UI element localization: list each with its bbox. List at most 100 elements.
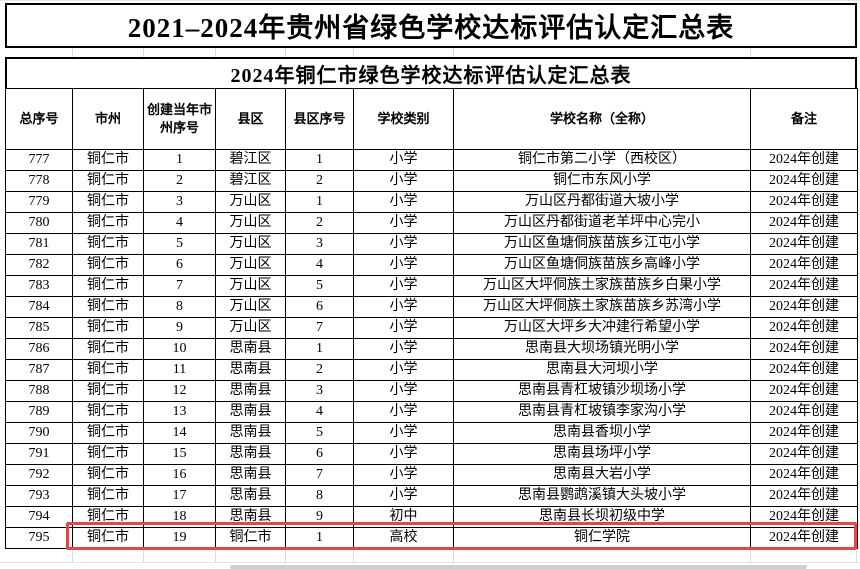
cell-city: 铜仁市 — [72, 233, 144, 255]
cell-county: 碧江区 — [215, 170, 286, 192]
table-row: 784 铜仁市 8 万山区 6 小学 万山区大坪侗族土家族苗族乡苏湾小学 202… — [5, 296, 858, 318]
summary-sheet: 2021–2024年贵州省绿色学校达标评估认定汇总表 2024年铜仁市绿色学校达… — [5, 3, 858, 549]
cell-city: 铜仁市 — [72, 191, 144, 213]
cell-school-name: 万山区大坪侗族土家族苗族乡白果小学 — [453, 275, 751, 297]
col-header-city-seq: 创建当年市州序号 — [143, 88, 216, 150]
cell-serial: 785 — [5, 317, 73, 339]
cell-county-seq: 2 — [285, 212, 354, 234]
cell-serial: 790 — [5, 422, 73, 444]
cell-city-seq: 10 — [143, 338, 216, 360]
cell-city: 铜仁市 — [72, 464, 144, 486]
cell-school-name: 万山区鱼塘侗族苗族乡江屯小学 — [453, 233, 751, 255]
cell-city: 铜仁市 — [72, 275, 144, 297]
cell-city: 铜仁市 — [72, 296, 144, 318]
cell-school-type: 小学 — [353, 359, 454, 381]
cell-school-type: 小学 — [353, 464, 454, 486]
cell-serial: 782 — [5, 254, 73, 276]
page-title: 2021–2024年贵州省绿色学校达标评估认定汇总表 — [5, 3, 857, 48]
cell-city-seq: 12 — [143, 380, 216, 402]
cell-serial: 786 — [5, 338, 73, 360]
cell-city-seq: 11 — [143, 359, 216, 381]
cell-school-name: 万山区大坪乡大冲建行希望小学 — [453, 317, 751, 339]
cell-serial: 781 — [5, 233, 73, 255]
cell-remark: 2024年创建 — [750, 170, 858, 192]
cell-city-seq: 8 — [143, 296, 216, 318]
cell-remark: 2024年创建 — [750, 464, 858, 486]
schools-table: 总序号 市州 创建当年市州序号 县区 县区序号 学校类别 学校名称（全称） 备注… — [5, 88, 858, 549]
cell-school-type: 小学 — [353, 296, 454, 318]
cell-city-seq: 5 — [143, 233, 216, 255]
cell-school-name: 思南县大坝场镇光明小学 — [453, 338, 751, 360]
cell-city-seq: 14 — [143, 422, 216, 444]
cell-school-type: 小学 — [353, 485, 454, 507]
cell-city: 铜仁市 — [72, 380, 144, 402]
cell-city: 铜仁市 — [72, 422, 144, 444]
col-header-county-seq: 县区序号 — [285, 88, 354, 150]
cell-county-seq: 1 — [285, 149, 354, 171]
table-row: 778 铜仁市 2 碧江区 2 小学 铜仁市东风小学 2024年创建 — [5, 170, 858, 192]
cell-remark: 2024年创建 — [750, 485, 858, 507]
cell-serial: 783 — [5, 275, 73, 297]
cell-city: 铜仁市 — [72, 485, 144, 507]
cell-school-name: 铜仁学院 — [453, 527, 751, 549]
cell-county-seq: 3 — [285, 233, 354, 255]
cell-county: 万山区 — [215, 275, 286, 297]
cell-school-name: 万山区大坪侗族土家族苗族乡苏湾小学 — [453, 296, 751, 318]
cell-remark: 2024年创建 — [750, 275, 858, 297]
cell-county-seq: 5 — [285, 422, 354, 444]
cell-school-name: 思南县青杠坡镇沙坝场小学 — [453, 380, 751, 402]
cell-school-type: 小学 — [353, 338, 454, 360]
cell-school-name: 思南县鹦鹉溪镇大头坡小学 — [453, 485, 751, 507]
cell-school-name: 思南县青杠坡镇李家沟小学 — [453, 401, 751, 423]
cell-county: 铜仁市 — [215, 527, 286, 549]
cell-county-seq: 7 — [285, 317, 354, 339]
table-row: 783 铜仁市 7 万山区 5 小学 万山区大坪侗族土家族苗族乡白果小学 202… — [5, 275, 858, 297]
cell-school-type: 小学 — [353, 212, 454, 234]
table-row: 781 铜仁市 5 万山区 3 小学 万山区鱼塘侗族苗族乡江屯小学 2024年创… — [5, 233, 858, 255]
cell-city: 铜仁市 — [72, 443, 144, 465]
cell-county: 思南县 — [215, 422, 286, 444]
cell-county: 思南县 — [215, 464, 286, 486]
cell-school-type: 小学 — [353, 443, 454, 465]
cell-county-seq: 1 — [285, 191, 354, 213]
table-row: 790 铜仁市 14 思南县 5 小学 思南县香坝小学 2024年创建 — [5, 422, 858, 444]
cell-school-type: 小学 — [353, 170, 454, 192]
cell-serial: 780 — [5, 212, 73, 234]
col-header-school-type: 学校类别 — [353, 88, 454, 150]
cell-serial: 784 — [5, 296, 73, 318]
table-row: 787 铜仁市 11 思南县 2 小学 思南县大河坝小学 2024年创建 — [5, 359, 858, 381]
cell-serial: 794 — [5, 506, 73, 528]
cell-city-seq: 15 — [143, 443, 216, 465]
cell-city-seq: 18 — [143, 506, 216, 528]
cell-serial: 792 — [5, 464, 73, 486]
cell-remark: 2024年创建 — [750, 233, 858, 255]
cell-city: 铜仁市 — [72, 338, 144, 360]
cell-county-seq: 8 — [285, 485, 354, 507]
table-row: 780 铜仁市 4 万山区 2 小学 万山区丹都街道老羊坪中心完小 2024年创… — [5, 212, 858, 234]
table-header: 总序号 市州 创建当年市州序号 县区 县区序号 学校类别 学校名称（全称） 备注 — [5, 88, 858, 150]
col-header-school-name: 学校名称（全称） — [453, 88, 751, 150]
cell-city: 铜仁市 — [72, 506, 144, 528]
cell-school-type: 小学 — [353, 149, 454, 171]
cell-city: 铜仁市 — [72, 149, 144, 171]
table-row: 785 铜仁市 9 万山区 7 小学 万山区大坪乡大冲建行希望小学 2024年创… — [5, 317, 858, 339]
cell-school-name: 万山区丹都街道老羊坪中心完小 — [453, 212, 751, 234]
cell-serial: 787 — [5, 359, 73, 381]
cell-county-seq: 2 — [285, 170, 354, 192]
cell-county: 思南县 — [215, 485, 286, 507]
cell-school-type: 小学 — [353, 422, 454, 444]
cell-school-type: 小学 — [353, 191, 454, 213]
col-header-remark: 备注 — [750, 88, 858, 150]
cell-county-seq: 2 — [285, 359, 354, 381]
grid-gap-row — [5, 48, 857, 57]
cell-remark: 2024年创建 — [750, 254, 858, 276]
table-row: 779 铜仁市 3 万山区 1 小学 万山区丹都街道大坡小学 2024年创建 — [5, 191, 858, 213]
cell-school-type: 初中 — [353, 506, 454, 528]
cell-serial: 791 — [5, 443, 73, 465]
cell-remark: 2024年创建 — [750, 401, 858, 423]
cell-school-type: 小学 — [353, 275, 454, 297]
table-row: 786 铜仁市 10 思南县 1 小学 思南县大坝场镇光明小学 2024年创建 — [5, 338, 858, 360]
bottom-edge-shadow — [230, 565, 807, 569]
col-header-serial: 总序号 — [5, 88, 73, 150]
cell-remark: 2024年创建 — [750, 359, 858, 381]
